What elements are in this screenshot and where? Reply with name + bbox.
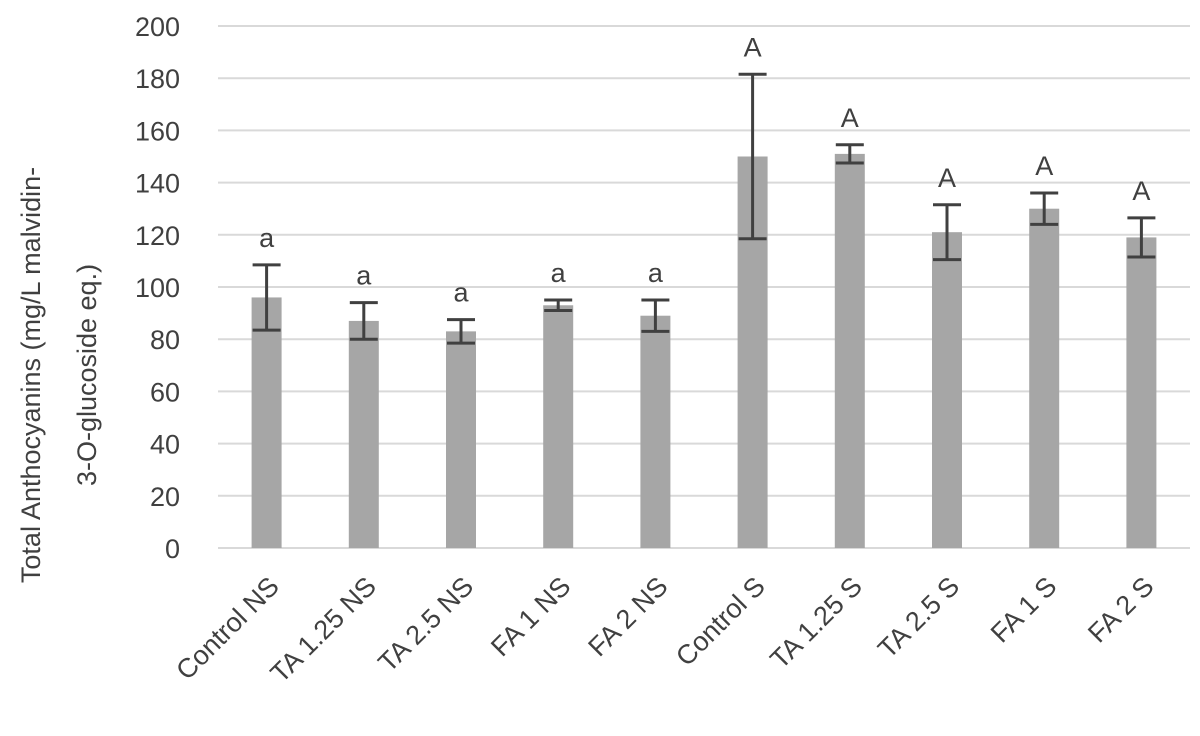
y-tick-label: 80	[150, 325, 180, 355]
bar	[543, 305, 574, 548]
significance-letter: A	[1035, 151, 1053, 181]
y-axis-label-line-1: Total Anthocyanins (mg/L malvidin-	[16, 167, 46, 583]
significance-letter: a	[453, 278, 469, 308]
y-tick-label: 120	[135, 221, 180, 251]
bar	[1029, 208, 1060, 548]
bar	[1126, 237, 1157, 548]
y-tick-label: 20	[150, 482, 180, 512]
significance-letter: a	[356, 261, 372, 291]
significance-letter: A	[1132, 176, 1150, 206]
y-axis-label-line-2: 3-O-glucoside eq.)	[72, 264, 102, 486]
y-tick-label: 180	[135, 64, 180, 94]
significance-letter: a	[259, 223, 275, 253]
significance-letter: a	[551, 258, 567, 288]
x-tick-label: TA 2.5 NS	[372, 571, 479, 678]
bar	[348, 320, 379, 548]
y-tick-label: 40	[150, 430, 180, 460]
y-tick-label: 160	[135, 116, 180, 146]
x-tick-label: FA 2 S	[1082, 571, 1159, 648]
bar	[640, 315, 671, 548]
significance-letter: A	[744, 32, 762, 62]
error-bars	[252, 72, 1156, 345]
significance-letter: A	[841, 103, 859, 133]
x-tick-label: FA 2 NS	[582, 571, 673, 662]
bar	[932, 232, 962, 548]
y-tick-label: 200	[135, 12, 180, 42]
bars	[251, 153, 1157, 548]
x-tick-label: TA 1.25 S	[764, 571, 868, 675]
bar	[446, 331, 476, 548]
x-tick-label: TA 2.5 S	[872, 571, 965, 664]
bar	[251, 297, 282, 548]
significance-letter: a	[648, 258, 664, 288]
x-tick-label: FA 1 NS	[485, 571, 576, 662]
x-tick-label: FA 1 S	[985, 571, 1062, 648]
y-tick-label: 100	[135, 273, 180, 303]
bar	[834, 153, 865, 548]
y-tick-label: 140	[135, 169, 180, 199]
gridlines	[218, 25, 1190, 549]
significance-letters: a a a a a A A A A A	[259, 32, 1150, 307]
x-tick-label: Control S	[670, 571, 771, 672]
y-tick-label: 60	[150, 377, 180, 407]
x-tick-label: TA 1.25 NS	[265, 571, 382, 688]
y-tick-label: 0	[165, 534, 180, 564]
significance-letter: A	[938, 163, 956, 193]
y-axis-ticks: 0 20 40 60 80 100 120 140 160 180 200	[135, 12, 180, 564]
